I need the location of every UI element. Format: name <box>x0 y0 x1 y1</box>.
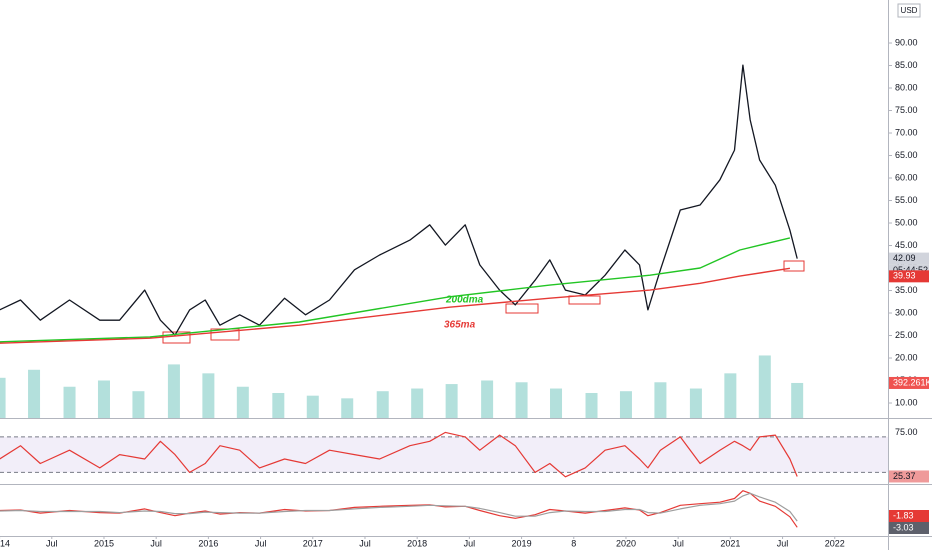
last-volume: 392.261K <box>893 377 932 387</box>
volume-bar <box>724 373 737 418</box>
y-tick-label: 30.00 <box>895 307 918 317</box>
volume-bar <box>791 382 804 418</box>
annotation-200dma: 200dma <box>445 295 484 306</box>
rsi-band-group <box>0 436 888 473</box>
last-signal: -1.83 <box>893 510 914 520</box>
x-tick-label: 14 <box>0 538 10 548</box>
volume-bar <box>376 391 389 418</box>
x-tick-label: 2016 <box>198 538 218 548</box>
x-tick-label: 8 <box>571 538 576 548</box>
y-tick-label: 65.00 <box>895 150 918 160</box>
countdown: 05:44:52 <box>893 265 928 275</box>
volume-bar <box>481 380 494 418</box>
volume-bar <box>202 373 215 418</box>
x-tick-label: 2018 <box>407 538 427 548</box>
last-rsi: 25.37 <box>893 471 916 481</box>
moving-average <box>0 267 791 344</box>
annotation-365ma: 365ma <box>444 320 476 331</box>
highlight-box <box>505 303 539 314</box>
volume-bar <box>619 391 632 418</box>
volume-bar <box>654 382 667 418</box>
volume-bar <box>167 364 180 418</box>
highlight-box <box>783 260 805 272</box>
y-tick-label: 70.00 <box>895 127 918 137</box>
x-tick-label: 2020 <box>616 538 636 548</box>
y-tick-label: 25.00 <box>895 330 918 340</box>
y-tick-label: 10.00 <box>895 397 918 407</box>
volume-bar <box>445 384 458 418</box>
volume-bar <box>0 377 6 418</box>
x-tick-label: Jul <box>150 538 162 548</box>
last-signal-box <box>889 510 929 522</box>
y-tick-label: 60.00 <box>895 172 918 182</box>
x-tick-label: 2019 <box>512 538 532 548</box>
volume-bar <box>758 355 771 418</box>
currency-box <box>897 3 921 18</box>
volume-bar <box>272 392 285 418</box>
x-tick-label: 2021 <box>720 538 740 548</box>
x-tick-label: Jul <box>777 538 789 548</box>
last-rsi-box <box>889 470 929 483</box>
last-365ma: 39.93 <box>893 271 916 281</box>
y-tick-label: 35.00 <box>895 285 918 295</box>
volume-bar <box>411 388 424 418</box>
rsi-line <box>0 431 798 478</box>
last-volume-box <box>889 376 929 389</box>
last-macd-box <box>889 522 929 534</box>
volume-bar <box>236 386 249 418</box>
volume-bar <box>585 392 598 418</box>
y-tick-label: 20.00 <box>895 352 918 362</box>
x-tick-label: Jul <box>46 538 58 548</box>
last-price: 42.09 <box>893 253 916 263</box>
y-tick-label: 80.00 <box>895 82 918 92</box>
x-tick-label: 2015 <box>94 538 114 548</box>
volume-bar <box>306 395 319 418</box>
currency: USD <box>901 6 918 15</box>
x-tick-label: Jul <box>672 538 684 548</box>
y-tick-label: 90.00 <box>895 37 918 47</box>
price-line <box>0 64 798 336</box>
volume-bar <box>515 382 528 418</box>
y-tick-label: 55.00 <box>895 195 918 205</box>
volume-bar <box>689 388 702 418</box>
rsi-band <box>0 436 888 473</box>
y-tick-label: 45.00 <box>895 240 918 250</box>
x-tick-label: 2022 <box>825 538 845 548</box>
volume-bar <box>97 380 110 418</box>
last-price-box <box>889 252 929 265</box>
moving-average <box>0 237 791 343</box>
x-tick-label: Jul <box>359 538 371 548</box>
macd-line <box>0 492 798 522</box>
countdown-box <box>889 264 929 276</box>
y-tick-label: 85.00 <box>895 60 918 70</box>
x-tick-label: 2017 <box>303 538 323 548</box>
last-365ma-box <box>889 270 929 283</box>
volume-bar <box>550 388 563 418</box>
volume-bar <box>63 386 76 418</box>
x-tick-label: Jul <box>255 538 267 548</box>
y-tick-label: 75.00 <box>895 105 918 115</box>
x-tick-label: Jul <box>464 538 476 548</box>
volume-bar <box>28 369 41 418</box>
volume-bar <box>132 391 145 418</box>
y-tick-label: 50.00 <box>895 217 918 227</box>
volume-bar <box>341 398 354 418</box>
rsi-tick-label: 75.00 <box>895 427 918 437</box>
last-macd: -3.03 <box>893 522 914 532</box>
